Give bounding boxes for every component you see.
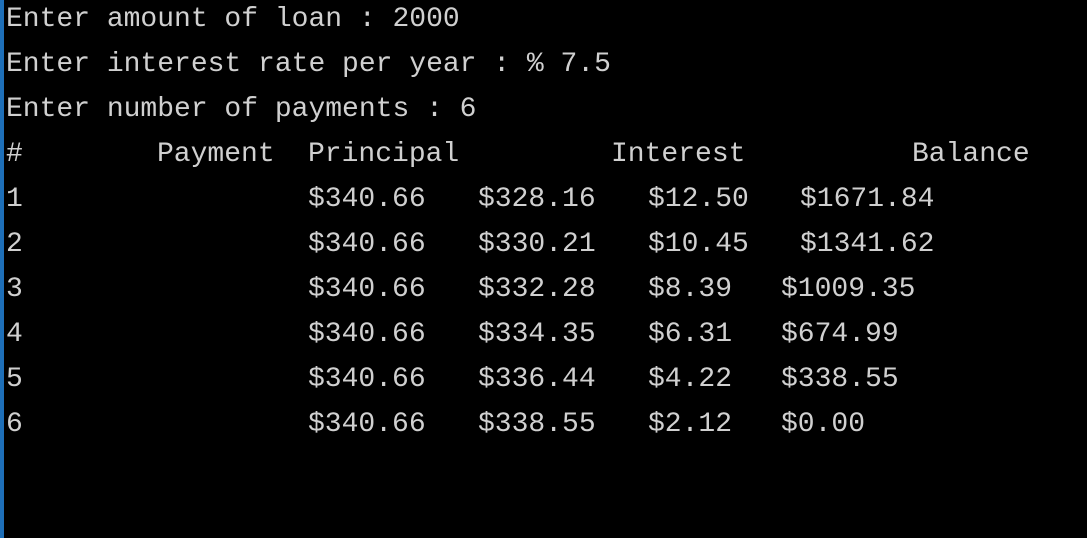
row-number: 6	[6, 409, 23, 440]
prompt-number-of-payments: Enter number of payments : 6	[6, 94, 477, 125]
row-principal: $338.55	[478, 409, 596, 440]
row-number: 2	[6, 229, 23, 260]
table-row: 4 $340.66 $334.35 $6.31 $674.99	[6, 315, 1076, 355]
prompt-interest-rate: Enter interest rate per year : % 7.5	[6, 49, 611, 80]
header-interest: Interest	[611, 139, 746, 170]
row-balance: $0.00	[781, 409, 866, 440]
row-balance: $1009.35	[781, 274, 916, 305]
row-interest: $8.39	[648, 274, 733, 305]
header-payment: Payment	[157, 139, 275, 170]
table-row: 1 $340.66 $328.16 $12.50 $1671.84	[6, 180, 1076, 220]
table-row: 3 $340.66 $332.28 $8.39 $1009.35	[6, 270, 1076, 310]
header-number: #	[6, 139, 23, 170]
row-number: 4	[6, 319, 23, 350]
table-row: 2 $340.66 $330.21 $10.45 $1341.62	[6, 225, 1076, 265]
row-principal: $332.28	[478, 274, 596, 305]
row-balance: $1341.62	[800, 229, 935, 260]
row-payment: $340.66	[308, 409, 426, 440]
row-number: 1	[6, 184, 23, 215]
table-row: 5 $340.66 $336.44 $4.22 $338.55	[6, 360, 1076, 400]
row-payment: $340.66	[308, 184, 426, 215]
row-number: 3	[6, 274, 23, 305]
row-principal: $336.44	[478, 364, 596, 395]
row-interest: $10.45	[648, 229, 749, 260]
window-edge	[0, 0, 4, 538]
row-balance: $1671.84	[800, 184, 935, 215]
row-interest: $6.31	[648, 319, 733, 350]
row-payment: $340.66	[308, 229, 426, 260]
row-payment: $340.66	[308, 319, 426, 350]
row-number: 5	[6, 364, 23, 395]
row-balance: $338.55	[781, 364, 899, 395]
row-interest: $12.50	[648, 184, 749, 215]
row-interest: $2.12	[648, 409, 733, 440]
row-payment: $340.66	[308, 274, 426, 305]
table-header: # Payment Principal Interest Balance	[6, 135, 1076, 175]
row-interest: $4.22	[648, 364, 733, 395]
row-principal: $334.35	[478, 319, 596, 350]
row-payment: $340.66	[308, 364, 426, 395]
row-balance: $674.99	[781, 319, 899, 350]
row-principal: $328.16	[478, 184, 596, 215]
header-principal: Principal	[308, 139, 460, 170]
header-balance: Balance	[912, 139, 1030, 170]
prompt-loan-amount: Enter amount of loan : 2000	[6, 4, 460, 35]
table-row: 6 $340.66 $338.55 $2.12 $0.00	[6, 405, 1076, 445]
row-principal: $330.21	[478, 229, 596, 260]
